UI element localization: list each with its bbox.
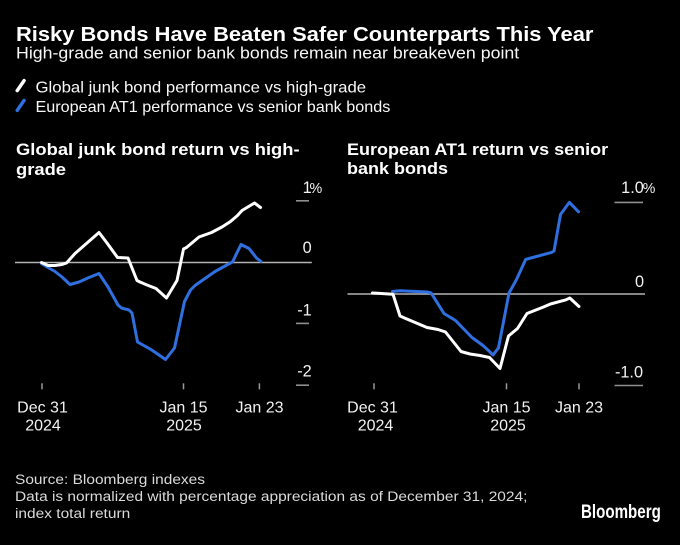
svg-text:0: 0	[635, 273, 644, 291]
svg-text:-2: -2	[297, 363, 311, 381]
svg-text:Global junk bond performance v: Global junk bond performance vs high-gra…	[36, 79, 367, 97]
svg-text:-1.0: -1.0	[615, 364, 643, 382]
svg-text:2024: 2024	[25, 418, 61, 435]
svg-text:1: 1	[303, 179, 312, 197]
svg-text:bank bonds: bank bonds	[347, 159, 448, 178]
svg-text:Jan 15: Jan 15	[482, 400, 530, 417]
svg-text:grade: grade	[16, 160, 66, 179]
svg-text:Data is normalized with percen: Data is normalized with percentage appre…	[15, 490, 527, 505]
svg-text:index total return: index total return	[15, 507, 130, 522]
svg-text:Jan 23: Jan 23	[555, 400, 603, 417]
svg-text:Dec 31: Dec 31	[17, 400, 68, 417]
svg-text:Dec 31: Dec 31	[347, 400, 398, 417]
svg-text:2024: 2024	[358, 418, 394, 435]
svg-text:2025: 2025	[166, 418, 202, 435]
svg-text:European AT1 return vs senior: European AT1 return vs senior	[347, 140, 608, 159]
svg-text:%: %	[643, 181, 656, 197]
svg-text:Jan 15: Jan 15	[159, 400, 207, 417]
svg-text:Risky Bonds Have Beaten Safer: Risky Bonds Have Beaten Safer Counterpar…	[16, 23, 593, 46]
svg-text:-1: -1	[297, 302, 311, 320]
svg-text:Global junk bond return vs hig: Global junk bond return vs high-	[16, 140, 300, 159]
svg-text:European AT1 performance vs se: European AT1 performance vs senior bank …	[36, 98, 391, 116]
svg-text:Bloomberg: Bloomberg	[581, 500, 661, 522]
svg-text:2025: 2025	[490, 418, 526, 435]
svg-text:1.0: 1.0	[621, 179, 644, 197]
svg-text:%: %	[310, 181, 323, 197]
svg-text:0: 0	[303, 239, 312, 257]
svg-text:High-grade and senior bank bon: High-grade and senior bank bonds remain …	[16, 44, 519, 62]
svg-text:Source: Bloomberg indexes: Source: Bloomberg indexes	[15, 473, 205, 488]
svg-text:Jan 23: Jan 23	[235, 400, 283, 417]
